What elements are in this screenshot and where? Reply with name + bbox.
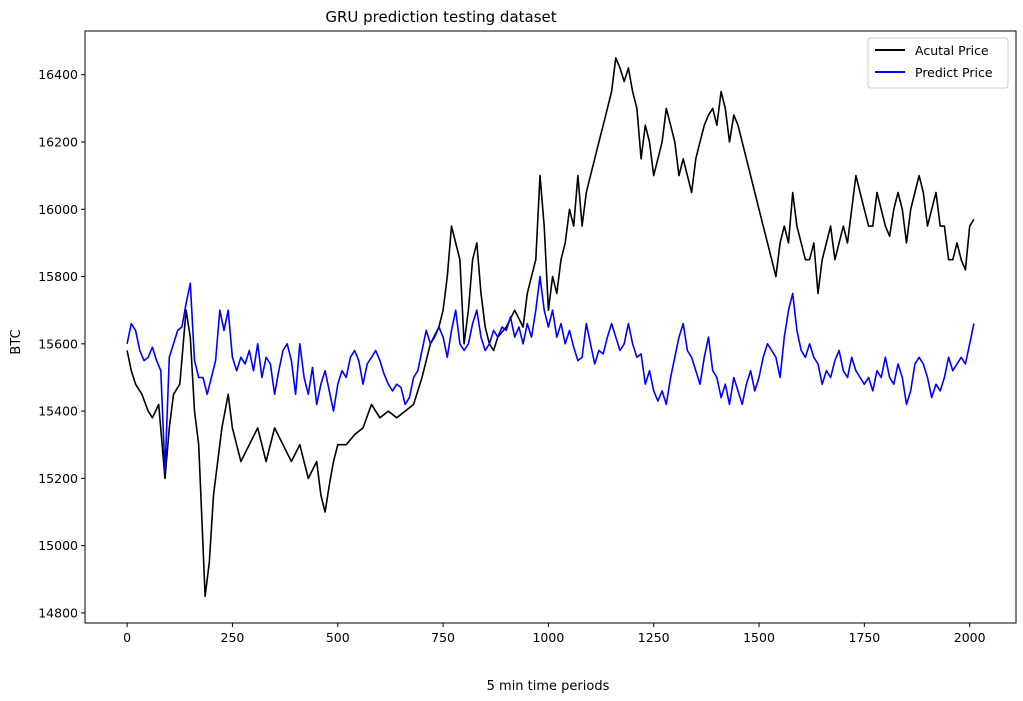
y-tick-label: 16200 bbox=[38, 135, 78, 150]
x-tick-label: 1750 bbox=[848, 630, 880, 645]
x-tick-label: 1250 bbox=[638, 630, 670, 645]
y-tick-label: 15000 bbox=[38, 538, 78, 553]
series-line-predict-price bbox=[126, 275, 975, 473]
legend-label-predict: Predict Price bbox=[915, 65, 993, 80]
y-tick-label: 15600 bbox=[38, 336, 78, 351]
x-tick-label: 250 bbox=[221, 630, 245, 645]
y-tick-label: 15400 bbox=[38, 404, 78, 419]
y-tick-label: 16400 bbox=[38, 67, 78, 82]
x-axis-label: 5 min time periods bbox=[487, 679, 610, 694]
x-tick-label: 500 bbox=[326, 630, 350, 645]
x-tick-label: 2000 bbox=[954, 630, 986, 645]
x-tick-label: 750 bbox=[431, 630, 455, 645]
plot-frame bbox=[84, 30, 1017, 624]
x-tick-label: 1500 bbox=[743, 630, 775, 645]
legend-label-actual: Acutal Price bbox=[915, 43, 989, 58]
series-layer bbox=[126, 57, 975, 597]
legend: Acutal Price Predict Price bbox=[867, 37, 1009, 89]
y-tick-label: 16000 bbox=[38, 202, 78, 217]
y-tick-label: 15800 bbox=[38, 269, 78, 284]
chart-title: GRU prediction testing dataset bbox=[325, 8, 556, 26]
series-line-actual-price bbox=[126, 57, 975, 597]
x-tick-label: 0 bbox=[123, 630, 131, 645]
y-axis: 14800 15000 15200 15400 15600 15800 16000 16200… bbox=[38, 67, 85, 620]
x-axis: 0 250 500 750 1000 1250 1500 1750 2000 bbox=[123, 623, 986, 645]
y-tick-label: 14800 bbox=[38, 605, 78, 620]
y-tick-label: 15200 bbox=[38, 471, 78, 486]
plot-area bbox=[84, 30, 1017, 624]
y-axis-label: BTC bbox=[9, 329, 24, 354]
x-tick-label: 1000 bbox=[532, 630, 564, 645]
